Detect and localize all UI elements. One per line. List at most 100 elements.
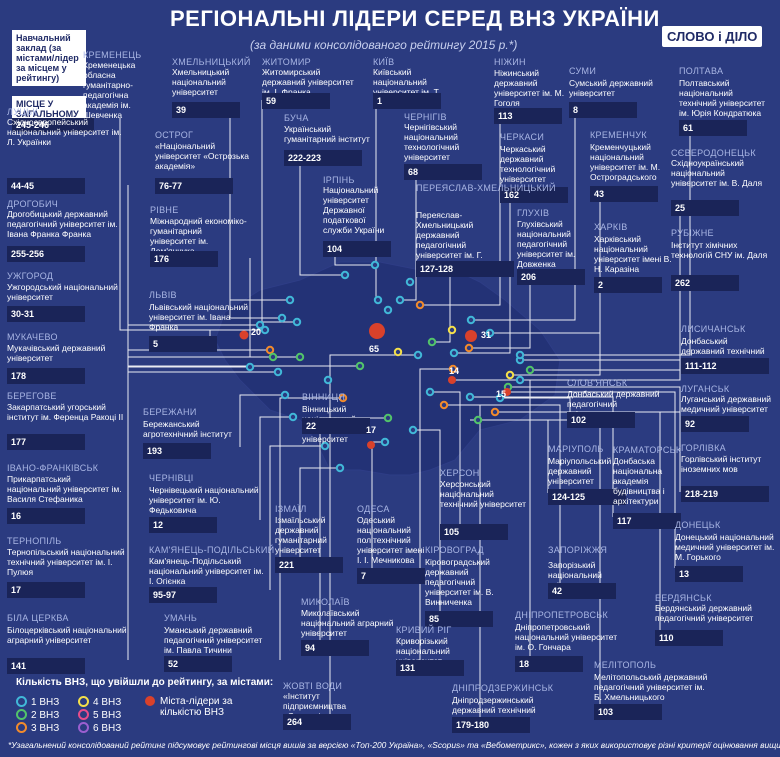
university-name: Харківський національний університет іме… [594, 234, 672, 274]
legend-label: 3 ВНЗ [31, 723, 60, 734]
connector-line [510, 284, 601, 376]
city-name: ІЗМАЇЛ [275, 504, 307, 514]
city-name: ПЕРЕЯСЛАВ-ХМЕЛЬНИЦЬКИЙ [416, 183, 556, 193]
city-marker [427, 337, 437, 347]
rank-badge: 42 [548, 583, 616, 599]
city-marker [340, 270, 350, 280]
legend-red-label: Міста-лідери за кількістю ВНЗ [160, 696, 233, 718]
legend-label: 5 ВНЗ [93, 710, 122, 721]
rank-badge: 18 [515, 656, 583, 672]
ring-icon [78, 709, 89, 720]
rank-badge: 179-180 [452, 717, 530, 733]
rank-badge: 104 [323, 241, 391, 257]
university-name: Чернівецький національний університет ім… [149, 485, 259, 515]
rank-badge: 102 [567, 412, 635, 428]
university-name: Кіровоградський державний педагогічний у… [425, 557, 494, 607]
rank-badge: 68 [404, 164, 482, 180]
legend-label: 2 ВНЗ [31, 710, 60, 721]
city-name: БЕРЕГОВЕ [7, 391, 57, 401]
connector-line [419, 368, 453, 662]
city-name: РІВНЕ [150, 205, 179, 215]
city-name: ЧЕРКАСИ [500, 132, 545, 142]
city-marker [515, 375, 525, 385]
city-name: ЧЕРНІВЦІ [149, 473, 194, 483]
city-name: ЖОВТІ ВОДИ [283, 681, 343, 691]
city-name: ДРОГОБИЧ [7, 199, 59, 209]
city-name: КІРОВОГРАД [425, 545, 484, 555]
map-count-label: 17 [366, 425, 377, 435]
rank-badge: 176 [150, 251, 218, 267]
city-name: ГОРЛІВКА [681, 443, 726, 453]
city-name: КРЕМЕНЕЦЬ [83, 50, 142, 60]
legend-item: 1 ВНЗ [16, 696, 59, 708]
city-marker [413, 350, 423, 360]
university-name: Дрогобицький державний педагогічний унів… [7, 209, 118, 239]
city-marker [380, 437, 390, 447]
connector-line [259, 416, 293, 520]
university-name: «Національний університет «Острозька ака… [155, 141, 250, 171]
city-markers [239, 260, 535, 473]
city-marker [255, 320, 265, 330]
city-marker [285, 295, 295, 305]
university-name: Бережанський агротехнічний інститут [143, 419, 232, 439]
city-name: ОДЕСА [357, 504, 390, 514]
rank-badge: 105 [440, 524, 508, 540]
city-marker [439, 400, 449, 410]
rank-badge: 262 [671, 275, 739, 291]
city-marker [405, 277, 415, 287]
rank-badge: 124-125 [548, 489, 626, 505]
rank-badge: 22 [302, 418, 370, 434]
rank-badge: 25 [671, 200, 739, 216]
university-name: Прикарпатський національний університет … [7, 474, 122, 504]
university-name: Ніжинський державний університет ім. М. … [494, 68, 565, 108]
rank-badge: 92 [681, 416, 749, 432]
map-count-label: 14 [449, 366, 460, 376]
university-name: Житомирський державний університет ім. І… [262, 67, 354, 97]
city-marker [395, 295, 405, 305]
rank-badge: 16 [7, 508, 85, 524]
leader-city-marker [503, 388, 511, 396]
city-name: ГЛУХІВ [517, 208, 550, 218]
connector-line [430, 391, 461, 528]
university-name: Кременецька обласна гуманітарно-педагогі… [83, 60, 136, 120]
ukraine-silhouette [214, 261, 561, 476]
city-name: ЗАПОРІЖЖЯ [548, 545, 608, 555]
legend-label: 4 ВНЗ [93, 697, 122, 708]
rank-badge: 222-223 [284, 150, 362, 166]
map-count-label: 31 [481, 330, 492, 340]
city-name: БЕРЕЖАНИ [143, 407, 197, 417]
university-name: Черкаський державний технологічний уніве… [500, 144, 556, 184]
city-name: МУКАЧЕВО [7, 332, 58, 342]
rank-badge: 59 [262, 93, 330, 109]
city-marker [447, 325, 457, 335]
city-name: МИКОЛАЇВ [301, 597, 350, 607]
legend-item: 3 ВНЗ [16, 722, 59, 734]
university-name: Кременчуцький національний університет і… [590, 142, 661, 182]
city-name: ЛУЦЬК [7, 107, 38, 117]
city-marker [464, 343, 474, 353]
red-dot-icon [145, 696, 155, 706]
university-name: Горлівський інститут іноземних мов [681, 454, 762, 474]
city-marker [393, 347, 403, 357]
rank-badge: 111-112 [681, 358, 769, 374]
legend-item: 6 ВНЗ [78, 722, 121, 734]
connector-line [520, 282, 681, 381]
city-name: ЧЕРНІГІВ [404, 112, 447, 122]
connector-line [229, 180, 290, 301]
rank-badge: 141 [7, 658, 85, 674]
key-box-rank-value: 245-246 [12, 118, 94, 132]
university-name: Міжнародний економіко-гуманітарний уніве… [150, 216, 247, 256]
rank-badge: 127-128 [416, 261, 514, 277]
city-name: УМАНЬ [164, 613, 198, 623]
city-marker [473, 415, 483, 425]
map-count-label: 20 [251, 327, 262, 337]
connector-line [329, 354, 418, 716]
city-marker [288, 412, 298, 422]
university-name: Донбаська національна академія будівницт… [613, 456, 665, 506]
university-name: Інститут хімічних технологій СНУ ім. Дал… [671, 240, 768, 260]
city-name: МЕЛІТОПОЛЬ [594, 660, 657, 670]
university-name: Глухівський національний педагогічний ун… [517, 219, 576, 269]
rank-badge: 43 [590, 186, 658, 202]
rank-badge: 221 [275, 557, 343, 573]
